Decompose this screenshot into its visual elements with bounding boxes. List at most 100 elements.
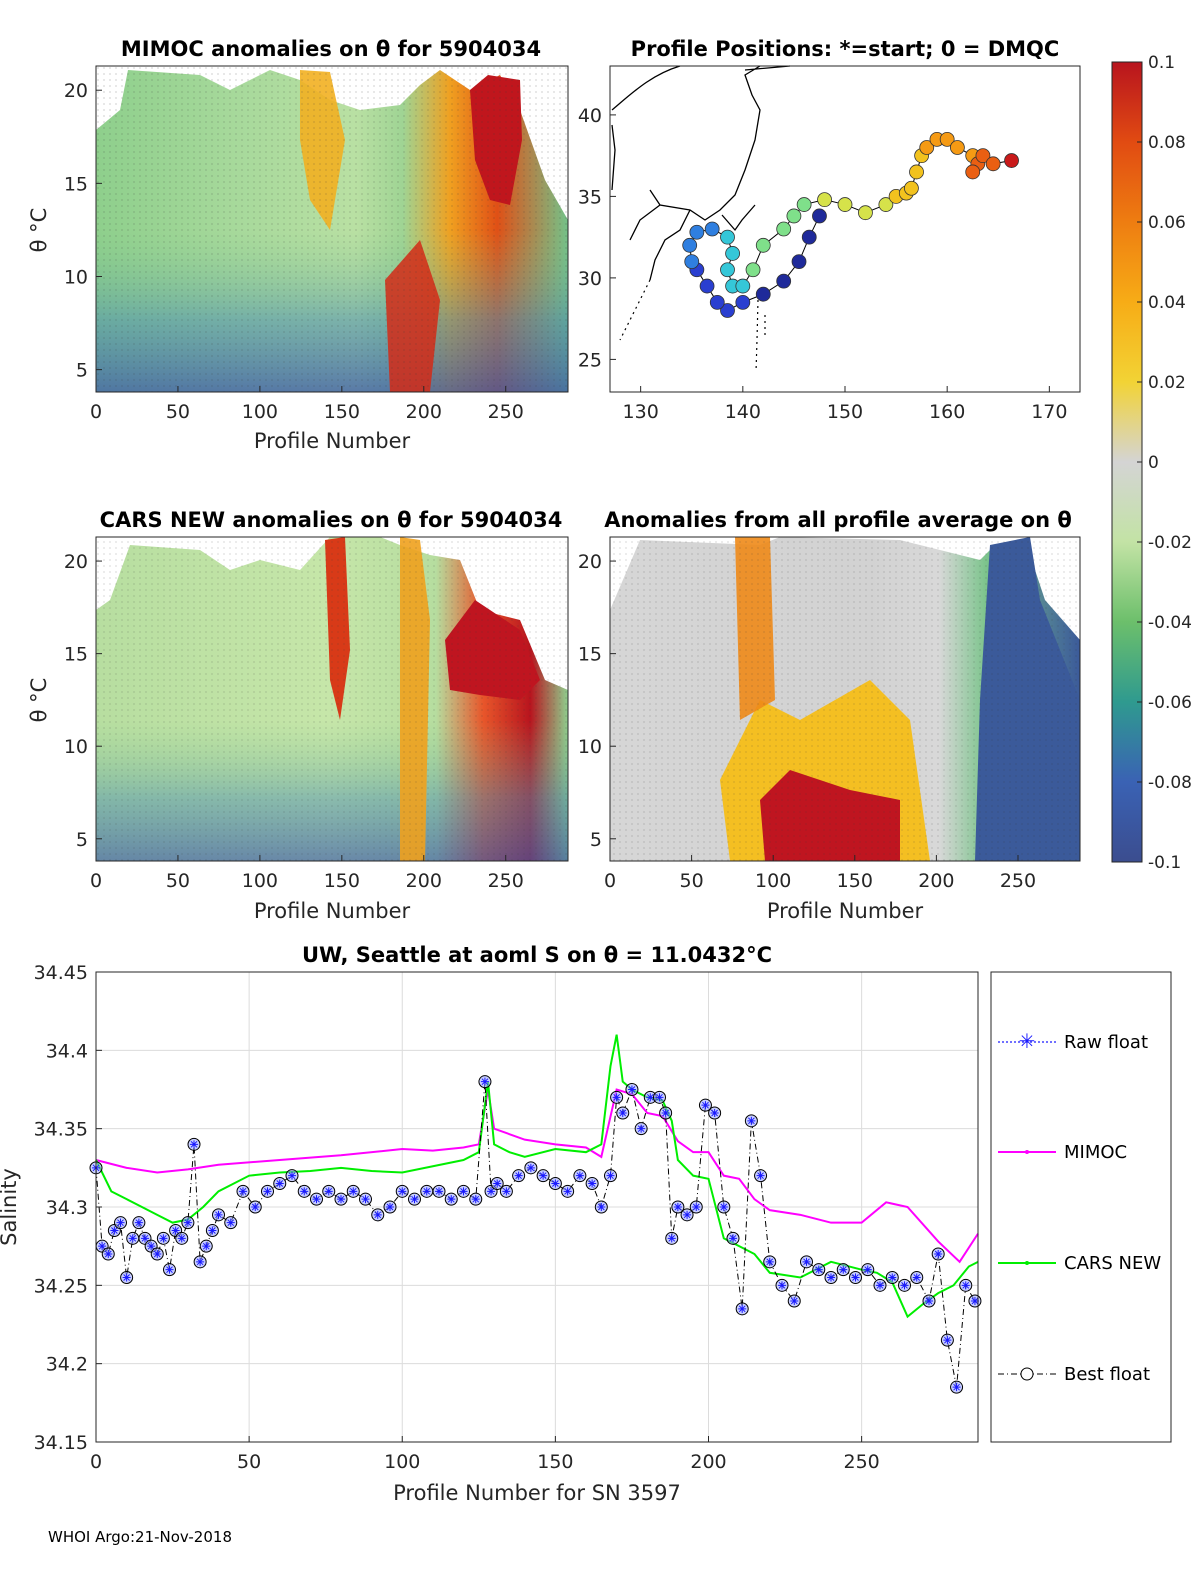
- raw-float-point: [876, 1281, 884, 1290]
- raw-float-point: [827, 1273, 835, 1282]
- raw-float-point: [312, 1195, 321, 1204]
- raw-float-point: [952, 1383, 961, 1392]
- colorbar-tick-label: -0.04: [1148, 613, 1192, 633]
- raw-float-point: [756, 1171, 765, 1180]
- raw-float-point: [900, 1281, 909, 1290]
- positions-xtick-label: 130: [623, 401, 659, 423]
- legend-best-marker: [1020, 1367, 1034, 1381]
- raw-float-point: [190, 1140, 198, 1149]
- track-point: [684, 254, 700, 270]
- salinity-xtick-label: 100: [384, 1451, 420, 1473]
- raw-float-point: [487, 1187, 496, 1196]
- positions-ytick-label: 35: [578, 186, 602, 208]
- cars-xtick-label: 150: [324, 870, 360, 892]
- raw-float-point: [502, 1187, 511, 1196]
- cars-frame: [95, 536, 569, 862]
- mimoc-ytick-label: 5: [76, 360, 88, 382]
- raw-float-point: [171, 1226, 180, 1235]
- raw-float-point: [324, 1187, 333, 1196]
- positions-xtick-label: 170: [1031, 401, 1067, 423]
- colorbar-tick-label: 0.08: [1148, 133, 1186, 153]
- track-point: [755, 237, 771, 253]
- raw-float-point: [263, 1187, 272, 1196]
- raw-float-point: [943, 1336, 952, 1345]
- allavg-ytick-label: 5: [590, 829, 602, 851]
- colorbar-tick-label: -0.06: [1148, 693, 1192, 713]
- cars-xtick-label: 250: [488, 870, 524, 892]
- raw-float-point: [729, 1234, 737, 1243]
- raw-float-point: [435, 1187, 443, 1196]
- raw-float-point: [251, 1203, 260, 1211]
- cars-ytick-label: 15: [64, 644, 88, 666]
- raw-float-point: [597, 1203, 606, 1211]
- cars-ytick-label: 20: [64, 551, 88, 573]
- track-point: [909, 164, 924, 180]
- track-point: [720, 262, 735, 278]
- salinity-axes: 0 50 100 150 200 250 34.15 34.2 34.25 34.3 34.35 34…: [34, 962, 979, 1473]
- raw-float-point: [606, 1171, 615, 1180]
- track-point: [878, 197, 894, 212]
- raw-float-point: [667, 1234, 676, 1243]
- allavg-stipple: [610, 537, 1080, 861]
- positions-ytick-label: 25: [578, 349, 602, 371]
- profile-positions-panel: Profile Positions: *=start; 0 = DMQC 130…: [578, 37, 1081, 423]
- raw-float-point: [196, 1257, 205, 1266]
- raw-float-point: [361, 1195, 370, 1204]
- raw-float-point: [575, 1171, 584, 1180]
- raw-float-point: [226, 1218, 235, 1227]
- track-point: [776, 273, 792, 289]
- raw-float-point: [765, 1257, 774, 1266]
- raw-float-point: [116, 1218, 125, 1227]
- colorbar-tick-label: -0.02: [1148, 533, 1192, 553]
- track-point: [796, 197, 812, 212]
- coastline-japan: [611, 65, 791, 281]
- track-point: [776, 221, 792, 237]
- raw-float-point: [655, 1093, 664, 1102]
- allavg-xtick-label: 50: [680, 870, 704, 892]
- coastline-islands: [619, 279, 766, 373]
- raw-float-point: [814, 1265, 823, 1274]
- raw-float-point: [386, 1203, 394, 1211]
- mimoc-ytick-label: 15: [64, 173, 88, 195]
- track-point: [755, 286, 771, 302]
- legend-box: [990, 971, 1172, 1443]
- raw-float-point: [588, 1179, 597, 1188]
- raw-float-point: [551, 1179, 560, 1188]
- raw-float-point: [961, 1281, 970, 1290]
- cars-stipple: [96, 537, 568, 861]
- mimoc-stipple: [96, 66, 568, 392]
- mimoc-title: MIMOC anomalies on θ for 5904034: [121, 37, 541, 61]
- positions-ytick-label: 30: [578, 268, 602, 290]
- track-point: [949, 140, 965, 155]
- raw-float-point: [710, 1109, 719, 1117]
- mimoc-axes: 0 50 100 150 200 250 5 10 15 20: [64, 65, 569, 423]
- salinity-xtick-label: 150: [537, 1451, 573, 1473]
- colorbar-tick-label: 0.1: [1148, 53, 1175, 73]
- positions-ytick-label: 40: [578, 105, 602, 127]
- positions-xtick-label: 150: [827, 401, 863, 423]
- raw-float-point: [863, 1265, 872, 1274]
- raw-float-point: [153, 1250, 162, 1258]
- raw-float-point: [104, 1250, 113, 1258]
- legend-cars-label: CARS NEW: [1064, 1253, 1161, 1274]
- salinity-ytick-label: 34.4: [46, 1040, 88, 1062]
- allavg-xtick-label: 150: [837, 870, 873, 892]
- salinity-xtick-label: 50: [237, 1451, 261, 1473]
- raw-float-point: [661, 1109, 670, 1117]
- track-point: [704, 221, 720, 237]
- track-point: [735, 294, 751, 310]
- colorbar-tick-label: 0: [1148, 453, 1159, 473]
- raw-float-point: [373, 1210, 382, 1219]
- legend-mimoc-label: MIMOC: [1064, 1142, 1127, 1163]
- raw-float-point: [410, 1195, 419, 1204]
- track-point: [720, 229, 735, 245]
- legend-mimoc-marker: [1025, 1150, 1029, 1154]
- positions-xtick-label: 160: [929, 401, 965, 423]
- allavg-ytick-label: 20: [578, 551, 602, 573]
- raw-float-point: [778, 1281, 786, 1290]
- allavg-ytick-label: 10: [578, 736, 602, 758]
- allavg-anomaly-panel: Anomalies from all profile average on θ …: [578, 508, 1081, 923]
- salinity-xtick-label: 250: [843, 1451, 879, 1473]
- track-point: [725, 246, 741, 261]
